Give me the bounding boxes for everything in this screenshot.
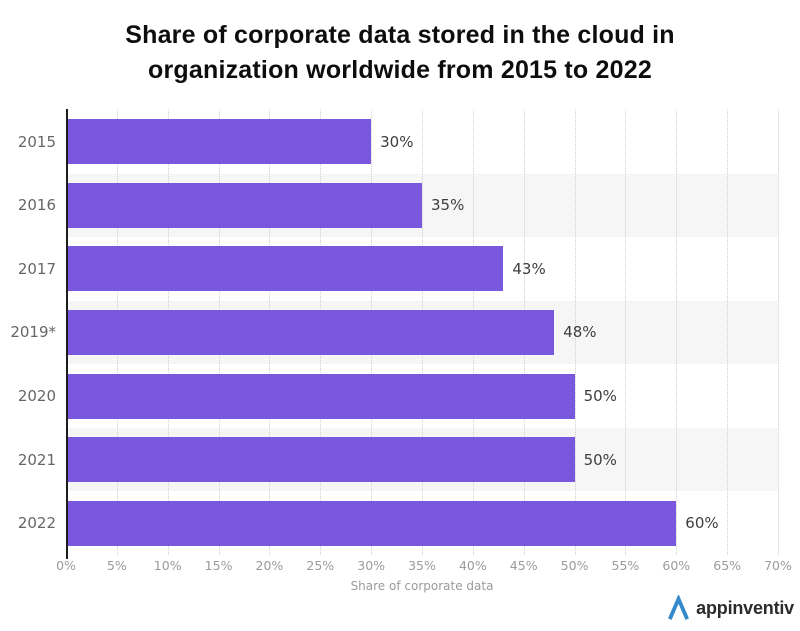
chart-title-line2: organization worldwide from 2015 to 2022 — [148, 56, 652, 84]
bar-row-2016: 2016 35% — [18, 174, 778, 238]
gridline-70% — [778, 110, 779, 555]
x-axis-title: Share of corporate data — [350, 579, 494, 593]
x-axis-tick-15%: 15% — [204, 558, 233, 573]
bar-2016 — [66, 182, 422, 228]
appinventiv-logo-text: appinventiv — [696, 598, 794, 618]
bar-row-2017: 2017 43% — [18, 237, 778, 301]
bar-row-2020: 2020 50% — [18, 364, 778, 428]
gridline-55% — [625, 110, 627, 555]
bar-row-2022: 2022 60% — [18, 491, 778, 555]
value-label-2015: 30% — [380, 132, 414, 151]
gridline-50% — [574, 110, 576, 555]
value-label-2019*: 48% — [563, 323, 597, 342]
x-axis-tick-45%: 45% — [509, 558, 538, 573]
gridline-65% — [727, 110, 729, 555]
value-label-2020: 50% — [583, 387, 617, 406]
y-axis-line — [66, 109, 68, 559]
y-axis-label-2016: 2016 — [17, 196, 56, 215]
bar-row-2019*: 2019* 48% — [10, 301, 778, 365]
chart-title-line1: Share of corporate data stored in the cl… — [125, 21, 675, 49]
x-axis-tick-55%: 55% — [611, 558, 640, 573]
y-axis-label-2022: 2022 — [17, 514, 56, 533]
gridline-60% — [676, 110, 678, 555]
chart-title: Share of corporate data stored in the cl… — [0, 18, 800, 88]
x-axis-tick-labels: 0% 5% 10% 15% 20% 25% 30% 35% 40% 45% 50% 55% 60% 65%… — [56, 558, 792, 574]
value-label-2016: 35% — [431, 196, 465, 215]
y-axis-label-2015: 2015 — [17, 132, 56, 151]
bar-2020 — [66, 373, 575, 419]
bar-2015 — [66, 119, 372, 165]
y-axis-label-2020: 2020 — [17, 387, 56, 406]
x-axis-tick-0%: 0% — [56, 558, 76, 573]
appinventiv-triangle-icon — [665, 595, 692, 622]
y-axis-label-2019*: 2019* — [10, 323, 56, 342]
x-axis-tick-35%: 35% — [408, 558, 436, 573]
bar-2021 — [66, 437, 575, 483]
x-axis-tick-40%: 40% — [458, 558, 487, 573]
x-axis-tick-50%: 50% — [560, 558, 589, 573]
bar-row-2021: 2021 50% — [18, 428, 778, 492]
value-label-2017: 43% — [512, 259, 546, 278]
bar-2019* — [66, 309, 555, 355]
x-axis-tick-10%: 10% — [153, 558, 182, 573]
bar-row-2015: 2015 30% — [18, 110, 778, 174]
x-axis-tick-70%: 70% — [764, 558, 792, 573]
value-label-2021: 50% — [583, 450, 617, 469]
x-axis-tick-25%: 25% — [306, 558, 335, 573]
appinventiv-logo[interactable]: appinventiv — [665, 595, 794, 622]
x-axis-tick-65%: 65% — [713, 558, 742, 573]
bar-2017 — [66, 246, 504, 292]
y-axis-label-2021: 2021 — [17, 450, 56, 469]
plot-area: 2015 30% 2016 35% 2017 43% 2019* 48% 2020 50% 2021… — [10, 109, 779, 559]
x-axis-tick-60%: 60% — [662, 558, 691, 573]
y-axis-label-2017: 2017 — [17, 259, 56, 278]
x-axis-tick-5%: 5% — [106, 558, 127, 573]
x-axis-tick-30%: 30% — [357, 558, 386, 573]
bar-2022 — [66, 500, 677, 546]
value-label-2022: 60% — [685, 514, 719, 533]
x-axis-tick-20%: 20% — [255, 558, 284, 573]
